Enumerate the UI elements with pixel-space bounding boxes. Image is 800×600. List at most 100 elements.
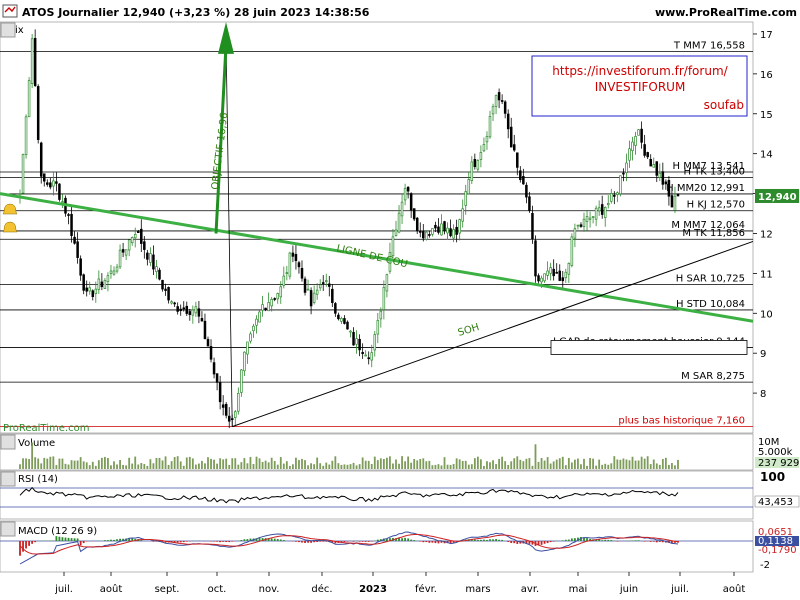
volume-bar	[677, 459, 679, 469]
candle-body	[646, 152, 649, 158]
volume-bar	[604, 463, 607, 469]
candle-body	[582, 218, 586, 227]
volume-bar	[671, 462, 673, 469]
volume-bars	[19, 442, 679, 469]
volume-bar	[540, 458, 543, 469]
volume-bar	[197, 463, 200, 469]
author-name: soufab	[704, 98, 744, 112]
volume-bar	[182, 465, 185, 469]
candle-body	[130, 237, 134, 244]
volume-bar	[231, 458, 234, 469]
candle-body	[579, 224, 583, 227]
candle-body	[36, 86, 40, 140]
volume-bar	[364, 460, 367, 469]
volume-bar	[37, 458, 40, 469]
support-line[interactable]	[232, 240, 754, 428]
volume-bar	[76, 460, 79, 469]
rsi-panel-toggle[interactable]	[0, 471, 16, 487]
neckline[interactable]	[0, 192, 754, 323]
volume-bar	[340, 464, 343, 469]
volume-bar	[507, 464, 510, 469]
volume-bar	[616, 459, 619, 469]
candle-body	[649, 158, 652, 167]
candle-body	[425, 231, 428, 240]
objective-arrow[interactable]	[214, 45, 228, 234]
volume-panel-toggle[interactable]	[0, 434, 16, 450]
candle-body	[82, 274, 85, 291]
level-label: plus bas historique 7,160	[618, 416, 745, 427]
volume-bar	[446, 464, 449, 469]
volume-bar	[455, 458, 458, 469]
volume-bar	[549, 463, 552, 469]
level-label: H TK 13,400	[683, 167, 745, 178]
annotation-box	[531, 55, 748, 117]
volume-bar	[652, 459, 655, 469]
candle-body	[500, 100, 504, 102]
volume-bar	[564, 465, 567, 469]
alert-bell-icon[interactable]	[2, 203, 18, 215]
candle-body	[224, 403, 228, 416]
candle-body	[388, 252, 392, 272]
volume-bar	[213, 459, 215, 469]
candle-body	[337, 314, 340, 320]
volume-bar	[22, 458, 24, 469]
volume-bar	[467, 464, 470, 469]
macd-panel-toggle[interactable]	[0, 521, 16, 537]
candle-body	[170, 301, 173, 304]
candle-body	[428, 234, 431, 236]
volume-bar	[67, 464, 70, 469]
volume-bar	[125, 465, 128, 469]
volume-bar	[483, 465, 485, 469]
volume-bar	[207, 457, 209, 469]
candle-body	[519, 170, 522, 180]
candle-body	[558, 270, 561, 281]
x-axis: juil. août sept. oct. nov. déc. 2023 févr. mars a…	[54, 572, 745, 595]
volume-bar	[40, 463, 43, 469]
alert-bell-icon[interactable]	[2, 221, 18, 233]
candle-body	[446, 227, 449, 234]
volume-bar	[276, 464, 279, 469]
histogram-value: -0,1790	[758, 545, 797, 556]
x-tick-label: juil.	[54, 584, 73, 595]
candle-body	[370, 352, 373, 361]
candle-body	[270, 298, 273, 307]
volume-bar	[31, 442, 34, 469]
candle-body	[358, 338, 361, 351]
candle-body	[516, 152, 519, 168]
volume-bar	[191, 458, 194, 469]
volume-bar	[373, 456, 376, 469]
volume-bar	[288, 465, 291, 469]
volume-bar	[82, 461, 85, 469]
volume-bar	[570, 462, 573, 469]
volume-bar	[161, 460, 164, 469]
volume-bar	[298, 460, 300, 469]
candle-body	[252, 325, 255, 332]
candle-body	[185, 305, 189, 314]
candle-body	[194, 306, 198, 314]
candle-body	[249, 333, 252, 342]
volume-bar	[498, 458, 501, 469]
price-overlays	[0, 22, 754, 428]
volume-bar	[619, 459, 622, 469]
candle-body	[285, 272, 289, 275]
volume-bar	[352, 462, 355, 469]
volume-bar	[519, 459, 522, 469]
volume-bar	[70, 460, 73, 469]
price-panel-toggle[interactable]	[0, 22, 16, 38]
site-url[interactable]: www.ProRealTime.com	[655, 6, 797, 19]
candle-body	[479, 152, 483, 160]
volume-bar	[158, 457, 161, 469]
rsi-panel	[0, 470, 754, 520]
forum-link[interactable]: https://investiforum.fr/forum/	[552, 64, 728, 78]
candle-body	[467, 179, 471, 195]
candle-body	[297, 262, 301, 268]
volume-bar	[470, 464, 473, 469]
volume-bar	[546, 457, 549, 469]
volume-bar	[561, 456, 564, 469]
volume-bar	[586, 465, 588, 469]
candle-body	[179, 308, 182, 312]
candle-body	[52, 180, 55, 187]
candle-body	[118, 249, 122, 268]
